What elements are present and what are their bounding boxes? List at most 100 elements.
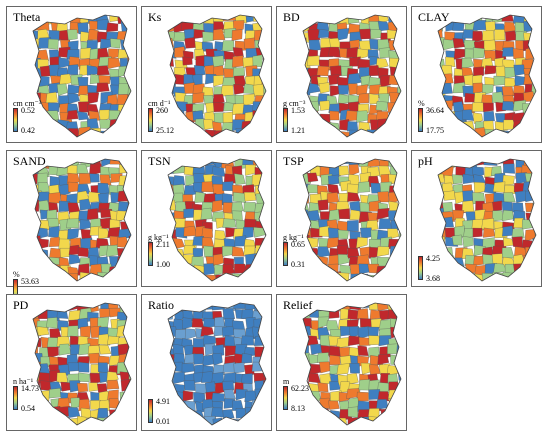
sub-catchment: [482, 102, 494, 113]
sub-catchment: [390, 326, 401, 339]
sub-catchment: [265, 229, 266, 241]
sub-catchment: [202, 15, 215, 25]
sub-catchment: [380, 408, 393, 421]
choropleth-map: [167, 158, 267, 288]
legend-min-value: 0.31: [291, 260, 305, 269]
sub-catchment: [511, 236, 523, 248]
sub-catchment: [492, 181, 506, 193]
sub-catchment: [119, 283, 130, 288]
sub-catchment: [127, 361, 131, 375]
sub-catchment: [192, 182, 204, 193]
sub-catchment: [263, 31, 266, 42]
sub-catchment: [184, 266, 196, 278]
sub-catchment: [307, 275, 320, 281]
sub-catchment: [212, 352, 223, 366]
sub-catchment: [329, 65, 342, 77]
sub-catchment: [181, 363, 195, 374]
sub-catchment: [399, 247, 401, 258]
sub-catchment: [441, 280, 455, 281]
sub-catchment: [215, 280, 227, 281]
sub-catchment: [120, 378, 131, 392]
watershed-boundary: [167, 302, 267, 426]
sub-catchment: [173, 175, 185, 186]
sub-catchment: [533, 20, 536, 31]
sub-catchment: [399, 56, 401, 66]
sub-catchment: [338, 192, 351, 203]
sub-catchment: [400, 165, 401, 176]
choropleth-map: [167, 302, 267, 426]
sub-catchment: [398, 407, 401, 420]
sub-catchment: [119, 112, 131, 124]
sub-catchment: [523, 274, 536, 281]
sub-catchment: [67, 93, 80, 105]
sub-catchment: [33, 220, 40, 233]
sub-catchment: [307, 55, 320, 67]
sub-catchment: [501, 247, 515, 259]
sub-catchment: [502, 47, 514, 57]
sub-catchment: [193, 303, 207, 313]
sub-catchment: [350, 273, 362, 281]
sub-catchment: [222, 245, 235, 257]
sub-catchment: [222, 409, 235, 419]
sub-catchment: [78, 173, 91, 185]
sub-catchment: [174, 120, 186, 130]
choropleth-map: [302, 302, 402, 432]
sub-catchment: [451, 174, 463, 185]
watershed-boundary: [167, 158, 267, 282]
sub-catchment: [241, 373, 253, 386]
sub-catchment: [438, 74, 445, 84]
sub-catchment: [338, 283, 350, 288]
sub-catchment: [535, 275, 536, 281]
sub-catchment: [212, 28, 226, 41]
sub-catchment: [127, 30, 131, 42]
sub-catchment: [368, 364, 381, 375]
sub-catchment: [533, 257, 536, 268]
sub-catchment: [308, 135, 320, 137]
sub-catchment: [346, 220, 359, 232]
sub-catchment: [233, 67, 245, 78]
sub-catchment: [319, 100, 331, 111]
legend-min-value: 3.68: [426, 274, 440, 283]
sub-catchment: [503, 163, 515, 174]
sub-catchment: [61, 282, 73, 288]
sub-catchment: [171, 159, 185, 168]
sub-catchment: [201, 227, 213, 239]
sub-catchment: [464, 273, 476, 281]
sub-catchment: [482, 227, 496, 238]
sub-catchment: [534, 218, 536, 230]
sub-catchment: [194, 137, 207, 144]
sub-catchment: [242, 282, 254, 288]
sub-catchment: [346, 183, 359, 194]
sub-catchment: [235, 280, 249, 281]
sub-catchment: [170, 272, 185, 281]
sub-catchment: [59, 418, 71, 425]
sub-catchment: [108, 283, 119, 288]
sub-catchment: [534, 50, 536, 61]
sub-catchment: [307, 425, 320, 432]
sub-catchment: [107, 335, 120, 345]
sub-catchment: [368, 335, 380, 346]
sub-catchment: [97, 317, 109, 328]
sub-catchment: [129, 118, 131, 131]
sub-catchment: [532, 120, 536, 131]
sub-catchment: [126, 353, 131, 365]
sub-catchment: [264, 343, 266, 356]
sub-catchment: [399, 100, 401, 114]
legend-unit: n ha⁻¹: [13, 377, 34, 386]
sub-catchment: [328, 46, 341, 58]
sub-catchment: [168, 218, 174, 231]
choropleth-map: [32, 14, 132, 138]
sub-catchment: [524, 263, 536, 275]
sub-catchment: [78, 361, 90, 373]
sub-catchment: [453, 285, 464, 288]
sub-catchment: [399, 110, 401, 122]
sub-catchment: [127, 271, 131, 281]
sub-catchment: [356, 110, 369, 123]
sub-catchment: [494, 141, 506, 144]
sub-catchment: [231, 29, 243, 41]
sub-catchment: [192, 92, 205, 104]
sub-catchment: [118, 271, 130, 281]
sub-catchment: [33, 338, 42, 348]
sub-catchment: [386, 275, 399, 281]
sub-catchment: [200, 326, 214, 337]
